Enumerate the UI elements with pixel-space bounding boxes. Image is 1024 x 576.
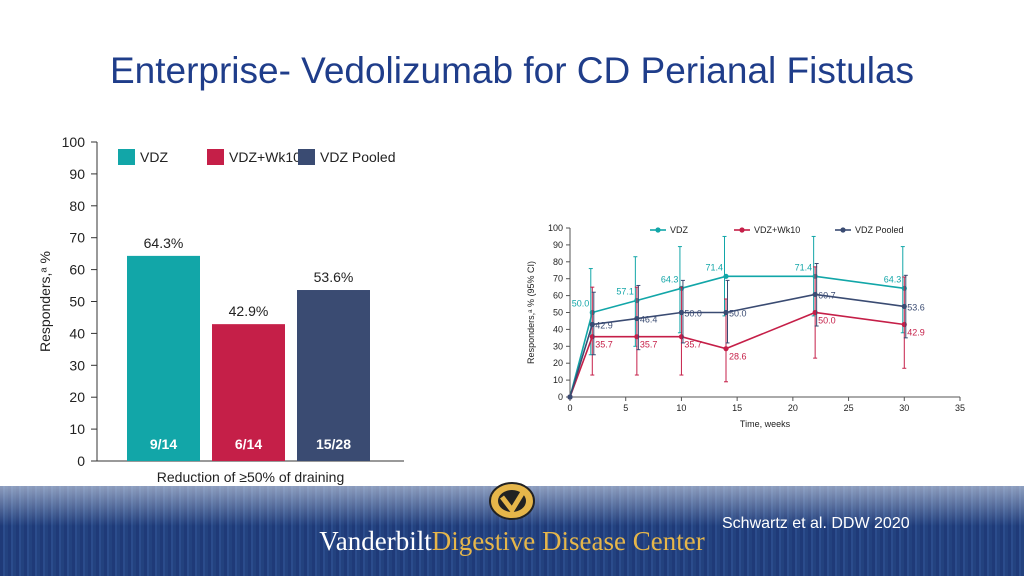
line-point — [723, 309, 729, 316]
bar-y-tick-label: 40 — [69, 325, 85, 341]
line-x-axis-label: Time, weeks — [740, 419, 791, 429]
line-point — [589, 321, 595, 328]
bar-value-label: 42.9% — [229, 303, 269, 319]
line-y-tick-label: 50 — [553, 308, 563, 318]
line-y-tick-label: 70 — [553, 274, 563, 284]
bar-y-tick-label: 10 — [69, 421, 85, 437]
brand-part2: Digestive Disease Center — [431, 526, 705, 556]
brand-wordmark: VanderbiltDigestive Disease Center — [0, 526, 1024, 557]
bar-value-label: 53.6% — [314, 269, 354, 285]
line-data-label: 60.7 — [818, 290, 836, 300]
line-x-tick-label: 0 — [567, 403, 572, 413]
bar-2 — [297, 290, 370, 461]
line-data-label: 35.7 — [595, 340, 613, 350]
bar-y-axis-label: Responders,ᵃ % — [37, 251, 53, 352]
line-legend-marker — [840, 227, 846, 233]
line-x-tick-label: 5 — [623, 403, 628, 413]
line-legend-marker — [655, 227, 661, 233]
line-y-tick-label: 80 — [553, 257, 563, 267]
line-x-tick-label: 25 — [844, 403, 854, 413]
bar-y-tick-label: 100 — [62, 134, 86, 150]
line-data-label: 57.1 — [616, 287, 634, 297]
line-y-tick-label: 100 — [548, 223, 563, 233]
bar-y-tick-label: 50 — [69, 294, 85, 310]
line-legend-marker — [739, 227, 745, 233]
line-data-label: 46.4 — [640, 315, 658, 325]
line-data-label: 64.3 — [661, 274, 679, 284]
bar-y-tick-label: 60 — [69, 262, 85, 278]
line-y-tick-label: 40 — [553, 324, 563, 334]
line-data-label: 71.4 — [795, 262, 813, 272]
line-data-label: 50.0 — [684, 309, 702, 319]
line-data-label: 50.0 — [818, 316, 836, 326]
line-legend-label: VDZ+Wk10 — [754, 225, 800, 235]
line-x-tick-label: 10 — [676, 403, 686, 413]
line-y-tick-label: 30 — [553, 341, 563, 351]
bar-legend-label: VDZ — [140, 149, 168, 165]
bar-1 — [212, 324, 285, 461]
citation: Schwartz et al. DDW 2020 — [722, 515, 910, 532]
bar-y-tick-label: 30 — [69, 357, 85, 373]
slide-title: Enterprise- Vedolizumab for CD Perianal … — [109, 50, 915, 91]
bar-legend-label: VDZ Pooled — [320, 149, 395, 165]
bar-legend-swatch — [118, 149, 135, 165]
line-data-label: 50.0 — [572, 299, 590, 309]
bar-value-label: 64.3% — [144, 235, 184, 251]
line-data-label: 28.6 — [729, 352, 747, 362]
line-point — [723, 273, 729, 279]
line-data-label: 35.7 — [684, 340, 702, 350]
bar-count-label: 9/14 — [150, 436, 177, 452]
bar-y-tick-label: 0 — [77, 453, 85, 469]
vanderbilt-emblem-icon — [489, 482, 535, 520]
bar-caption-line1: Reduction of ≥50% of draining — [157, 469, 344, 485]
line-point — [678, 309, 685, 316]
line-x-tick-label: 20 — [788, 403, 798, 413]
line-data-label: 71.4 — [705, 262, 723, 272]
line-y-tick-label: 60 — [553, 291, 563, 301]
line-data-label: 53.6 — [907, 302, 925, 312]
line-legend-label: VDZ — [670, 225, 689, 235]
line-point — [901, 303, 907, 310]
line-chart: 0 10 20 30 40 50 60 70 80 90 100 0 5 10 15 20 25 30 35 Time… — [526, 223, 965, 429]
bar-y-tick-label: 70 — [69, 230, 85, 246]
line-data-label: 35.7 — [640, 340, 658, 350]
line-y-tick-label: 0 — [558, 392, 563, 402]
bar-y-tick-label: 20 — [69, 389, 85, 405]
bar-count-label: 6/14 — [235, 436, 262, 452]
line-x-tick-label: 30 — [899, 403, 909, 413]
line-data-label: 64.3 — [884, 274, 902, 284]
line-y-tick-label: 10 — [553, 375, 563, 385]
line-point — [723, 346, 729, 352]
bar-0 — [127, 255, 200, 461]
bar-chart: 0 10 20 30 40 50 60 70 80 90 100 Responders,ᵃ % 64.3… — [37, 134, 404, 502]
line-data-label: 42.9 — [595, 320, 613, 330]
bar-y-tick-label: 80 — [69, 198, 85, 214]
bar-count-label: 15/28 — [316, 436, 351, 452]
brand-part1: Vanderbilt — [319, 526, 432, 556]
line-x-tick-label: 15 — [732, 403, 742, 413]
line-data-label: 42.9 — [907, 327, 925, 337]
line-y-tick-label: 20 — [553, 358, 563, 368]
line-y-tick-label: 90 — [553, 240, 563, 250]
bar-legend-label: VDZ+Wk10 — [229, 149, 301, 165]
bar-y-tick-label: 90 — [69, 166, 85, 182]
line-chart-panel: 0 10 20 30 40 50 60 70 80 90 100 0 5 10 15 20 25 30 35 Time… — [522, 215, 972, 435]
bar-chart-panel: 0 10 20 30 40 50 60 70 80 90 100 Responders,ᵃ % 64.3… — [30, 128, 422, 508]
line-data-label: 50.0 — [729, 309, 747, 319]
line-point — [812, 291, 818, 298]
bar-legend-swatch — [298, 149, 315, 165]
line-y-axis-label: Responders,ᵃ % (95% CI) — [526, 261, 536, 364]
bar-legend-swatch — [207, 149, 224, 165]
line-point — [634, 315, 640, 322]
line-legend-label: VDZ Pooled — [855, 225, 904, 235]
line-point — [567, 394, 573, 400]
line-x-tick-label: 35 — [955, 403, 965, 413]
